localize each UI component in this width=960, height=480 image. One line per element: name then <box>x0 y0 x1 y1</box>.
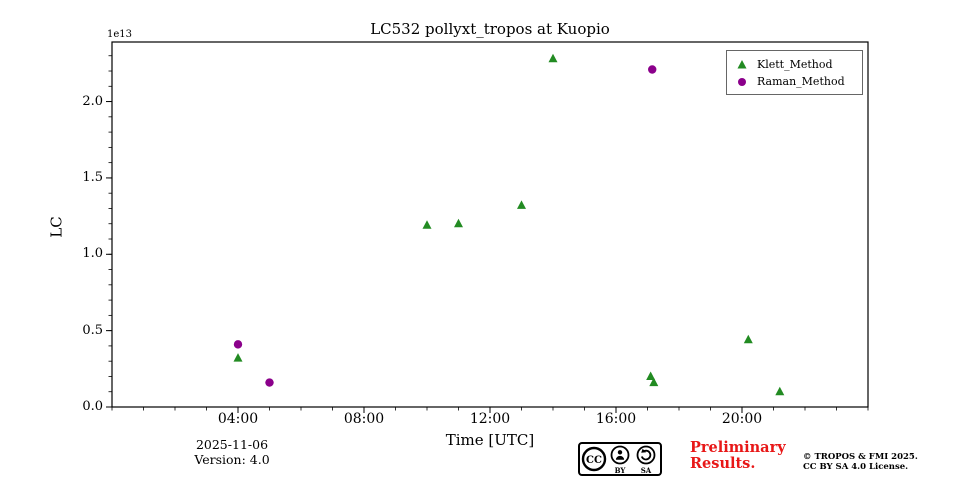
cc-license-badge-icon: CC BY SA <box>578 442 662 476</box>
data-point-klett_method <box>649 377 659 387</box>
legend-item-klett: Klett_Method <box>734 56 855 73</box>
data-point-klett_method <box>233 353 243 362</box>
preliminary-results-note: Preliminary Results. <box>690 440 786 472</box>
data-point-klett_method <box>422 220 432 229</box>
y-axis-label: LC <box>47 216 66 238</box>
by-person-icon <box>610 445 630 465</box>
y-tick-label: 1.0 <box>82 246 103 262</box>
data-point-klett_method <box>517 200 526 209</box>
data-point-klett_method <box>743 334 753 344</box>
x-axis-label: Time [UTC] <box>445 431 535 449</box>
copyright-line1: © TROPOS & FMI 2025. <box>803 452 918 462</box>
x-tick-label: 04:00 <box>217 411 259 427</box>
y-tick-label: 0.0 <box>82 399 103 414</box>
y-tick-label: 1.5 <box>82 169 103 185</box>
version-label: Version: 4.0 <box>194 452 270 467</box>
circle-marker-icon <box>738 77 746 86</box>
measurement-date: 2025-11-06 <box>195 437 269 452</box>
sa-label: SA <box>641 466 652 475</box>
copyright-line2: CC BY SA 4.0 License. <box>803 462 909 472</box>
data-point-klett_method <box>646 371 656 380</box>
y-axis-scale-label: 1e13 <box>107 29 133 40</box>
data-point-raman_method <box>265 378 274 387</box>
by-label: BY <box>615 466 627 475</box>
data-point-klett_method <box>454 218 463 228</box>
data-point-raman_method <box>233 340 243 349</box>
sa-arrow-icon <box>636 445 656 465</box>
data-point-raman_method <box>648 65 657 74</box>
footer-date-block: 2025-11-06 Version: 4.0 <box>167 437 297 467</box>
preliminary-line2: Results. <box>690 455 756 472</box>
plot-frame <box>111 41 869 408</box>
legend-item-raman: Raman_Method <box>734 73 855 90</box>
chart-title: LC532 pollyxt_tropos at Kuopio <box>370 20 610 38</box>
legend-label-raman: Raman_Method <box>757 75 845 88</box>
legend-label-klett: Klett_Method <box>757 58 833 71</box>
triangle-marker-icon <box>737 59 747 68</box>
preliminary-line1: Preliminary <box>690 439 786 456</box>
x-tick-label: 20:00 <box>721 411 763 427</box>
data-point-klett_method <box>775 386 785 396</box>
legend: Klett_Method Raman_Method <box>726 50 863 95</box>
y-tick-label: 2.0 <box>82 93 103 109</box>
cc-logo-text: CC <box>586 455 602 466</box>
data-point-klett_method <box>548 53 558 63</box>
x-tick-label: 12:00 <box>469 411 511 427</box>
y-tick-label: 0.5 <box>82 322 103 338</box>
copyright-note: © TROPOS & FMI 2025. CC BY SA 4.0 Licens… <box>803 452 918 472</box>
x-tick-label: 16:00 <box>595 411 637 427</box>
x-tick-label: 08:00 <box>343 411 385 427</box>
